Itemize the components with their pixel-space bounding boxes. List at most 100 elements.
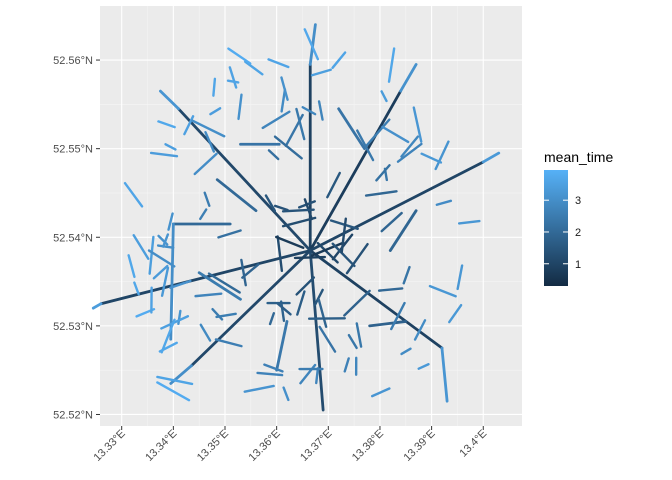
street-segment [133, 281, 140, 296]
street-segment [371, 387, 391, 398]
street-segment [132, 234, 150, 260]
street-segment [159, 89, 180, 111]
street-segment [313, 288, 324, 306]
street-segment [215, 312, 237, 319]
street-segment [162, 233, 170, 248]
street-segment [193, 152, 218, 176]
street-segment [316, 241, 339, 264]
street-segment [281, 216, 317, 228]
street-segment [156, 381, 191, 402]
street-segment [457, 219, 481, 225]
street-segment [147, 249, 176, 268]
x-axis: 13.33°E 13.34°E 13.35°E 13.36°E 13.37°E 13.38… [92, 426, 489, 464]
street-segment [267, 58, 290, 69]
street-segment [275, 320, 289, 372]
street-segment [428, 284, 457, 298]
street-segment [158, 341, 178, 353]
street-segment [190, 249, 312, 368]
street-segment [368, 320, 408, 328]
street-segment [149, 151, 179, 158]
street-segment [331, 51, 347, 70]
street-segment [199, 208, 208, 221]
street-segment [399, 63, 418, 93]
street-segment [199, 323, 212, 342]
street-segment [381, 125, 410, 144]
y-tick-label: 52.53°N [53, 321, 93, 333]
street-segment [237, 93, 243, 121]
street-segment [340, 217, 348, 254]
street-segment [152, 264, 169, 280]
street-segment [310, 241, 345, 257]
street-segment [303, 28, 320, 61]
street-segment [318, 325, 337, 353]
x-tick-label: 13.4°E [457, 428, 489, 460]
street-segment [240, 258, 247, 287]
y-axis: 52.52°N 52.53°N 52.54°N 52.55°N 52.56°N [53, 55, 100, 421]
street-segment [435, 199, 453, 206]
street-segment [308, 89, 403, 252]
street-segment [315, 367, 320, 385]
street-segment [364, 118, 391, 148]
street-segment [211, 307, 224, 321]
legend-title: mean_time [544, 149, 613, 165]
street-segment [347, 333, 358, 350]
street-segment [355, 322, 363, 348]
street-segment [400, 347, 412, 356]
street-segment [377, 287, 404, 292]
street-segment [194, 292, 223, 298]
street-segment [123, 181, 144, 208]
street-segment [481, 151, 501, 164]
street-segment [275, 235, 305, 249]
x-tick-label: 13.34°E [143, 428, 179, 464]
street-segment [456, 264, 464, 291]
x-tick-label: 13.39°E [401, 428, 437, 464]
x-tick-label: 13.37°E [298, 428, 334, 464]
street-segment [207, 272, 241, 294]
street-segment [417, 363, 430, 370]
street-segment [215, 178, 258, 213]
street-segment [276, 235, 284, 273]
street-segment [343, 357, 350, 373]
y-tick-label: 52.52°N [53, 409, 93, 421]
street-segment [448, 303, 463, 324]
legend-tick-label: 3 [575, 195, 581, 207]
street-segment [375, 164, 391, 182]
street-segment [400, 135, 420, 158]
street-segment [243, 384, 275, 393]
street-segment [295, 107, 306, 141]
street-segment [209, 107, 222, 116]
x-tick-label: 13.35°E [195, 428, 231, 464]
street-segment [91, 302, 103, 310]
street-segment [280, 88, 287, 113]
street-segment [279, 300, 286, 323]
street-segment [282, 386, 290, 402]
street-segment [227, 47, 252, 65]
street-segment [183, 115, 195, 136]
street-segment [420, 152, 443, 164]
street-segment [380, 211, 403, 233]
street-segment [326, 171, 341, 199]
street-segment [276, 302, 292, 316]
street-segment [212, 77, 217, 97]
street-segment [167, 212, 174, 231]
street-network [91, 23, 501, 412]
street-segment [343, 289, 371, 317]
street-segment [156, 375, 194, 386]
street-segment [164, 143, 177, 151]
street-segment [440, 346, 449, 403]
street-segment [273, 204, 289, 212]
street-segment [226, 79, 240, 84]
street-segment [402, 265, 411, 285]
street-segment [337, 107, 366, 151]
street-segment [244, 60, 264, 76]
street-segment [191, 119, 226, 138]
street-segment [214, 338, 243, 348]
x-tick-label: 13.36°E [247, 428, 283, 464]
street-segment [390, 301, 406, 331]
street-segment [263, 363, 284, 373]
street-segment [308, 160, 485, 252]
street-segment [169, 222, 175, 341]
street-segment [273, 135, 303, 160]
street-segment [317, 298, 328, 328]
